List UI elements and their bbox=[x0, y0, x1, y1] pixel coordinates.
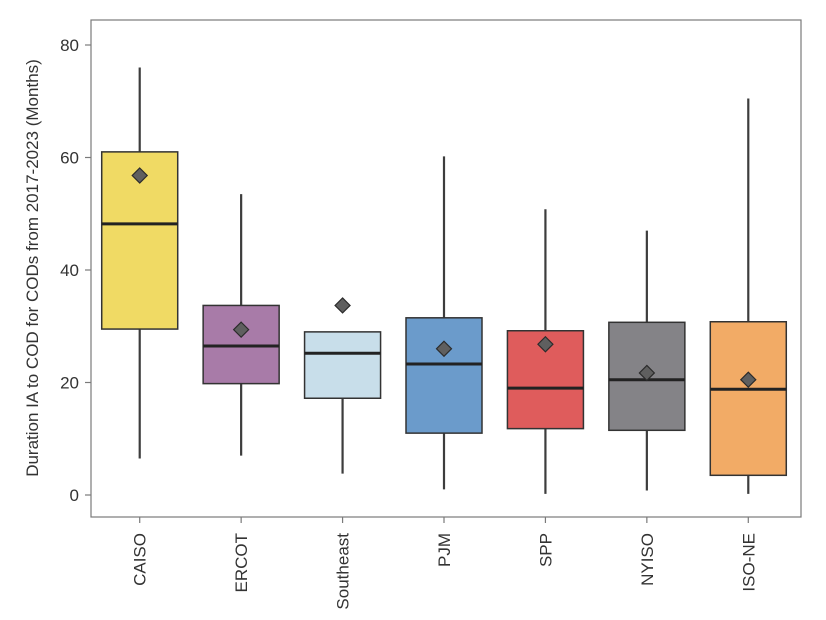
y-axis: 0 20 40 60 80 bbox=[60, 36, 91, 505]
mean-marker bbox=[638, 364, 656, 382]
box-ercot bbox=[202, 194, 280, 456]
box-nyiso bbox=[608, 230, 686, 491]
x-tick-label: Southeast bbox=[334, 533, 353, 610]
y-tick-label: 0 bbox=[70, 486, 79, 505]
y-axis-label: Duration IA to COD for CODs from 2017-20… bbox=[23, 59, 42, 477]
box-southeast bbox=[303, 297, 382, 474]
y-tick-label: 20 bbox=[60, 374, 79, 393]
boxes-layer bbox=[100, 67, 788, 494]
x-tick-label: NYISO bbox=[638, 533, 657, 586]
iqr-box bbox=[303, 331, 382, 399]
x-tick-label: PJM bbox=[435, 533, 454, 567]
mean-marker bbox=[232, 321, 250, 338]
plot-frame bbox=[90, 19, 802, 518]
iqr-box bbox=[709, 321, 788, 477]
x-axis: CAISO ERCOT Southeast PJM SPP NYISO ISO-NE bbox=[131, 517, 758, 610]
mean-marker bbox=[334, 297, 351, 314]
x-tick-label: ISO-NE bbox=[739, 533, 758, 592]
y-tick-label: 40 bbox=[60, 261, 79, 280]
box-caiso bbox=[100, 67, 179, 459]
box-pjm bbox=[405, 156, 483, 490]
y-tick-label: 80 bbox=[60, 36, 79, 55]
mean-marker bbox=[131, 167, 149, 184]
box-iso-ne bbox=[709, 98, 788, 494]
mean-marker bbox=[739, 371, 757, 389]
x-tick-label: CAISO bbox=[131, 533, 150, 586]
box-spp bbox=[506, 209, 585, 494]
iqr-box bbox=[405, 317, 483, 434]
mean-marker bbox=[435, 340, 453, 358]
x-tick-label: ERCOT bbox=[232, 533, 251, 593]
y-tick-label: 60 bbox=[60, 149, 79, 168]
mean-marker bbox=[537, 335, 554, 353]
x-tick-label: SPP bbox=[536, 533, 555, 567]
